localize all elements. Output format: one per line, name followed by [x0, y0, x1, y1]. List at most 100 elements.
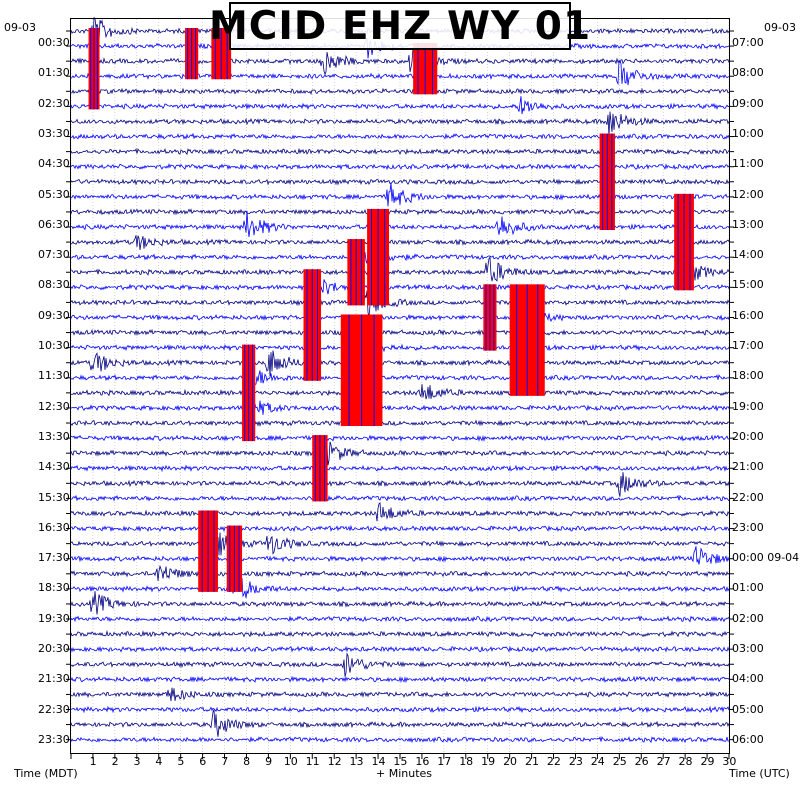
x-tick-label: 12 — [327, 755, 342, 768]
left-time-label: 01:30 — [38, 66, 70, 80]
x-tick-label: 29 — [700, 755, 715, 768]
x-tick-label: 25 — [612, 755, 627, 768]
trace-row — [70, 615, 730, 623]
trace-row — [70, 162, 730, 171]
trace-row — [70, 687, 730, 702]
right-time-label: 19:00 — [732, 399, 764, 413]
trace-row — [70, 736, 730, 744]
left-time-label: 09:30 — [38, 308, 70, 322]
right-time-label: 08:00 — [732, 66, 764, 80]
left-time-label: 07:30 — [38, 248, 70, 262]
x-tick-label: 5 — [177, 755, 185, 768]
trace-row — [70, 399, 730, 417]
left-axis-label: Time (MDT) — [14, 767, 78, 780]
trace-row — [70, 256, 730, 283]
left-time-label: 14:30 — [38, 460, 70, 474]
trace-row — [70, 332, 730, 359]
x-axis-label: + Minutes — [376, 767, 433, 780]
left-time-label: 04:30 — [38, 157, 70, 171]
right-time-label: 16:00 — [732, 308, 764, 322]
trace-row — [70, 494, 730, 502]
left-time-label: 13:30 — [38, 429, 70, 443]
trace-row — [70, 441, 730, 468]
x-tick-label: 13 — [349, 755, 364, 768]
left-time-label: 15:30 — [38, 490, 70, 504]
x-tick-label: 28 — [678, 755, 693, 768]
right-time-label: 00:00 09-04 — [732, 551, 800, 565]
seismic-traces — [70, 17, 730, 744]
trace-row — [70, 464, 730, 473]
x-tick-label: 17 — [437, 755, 452, 768]
right-time-label: 10:00 — [732, 126, 764, 140]
trace-row — [70, 210, 730, 238]
trace-row — [70, 524, 730, 533]
x-tick-label: 24 — [590, 755, 605, 768]
x-tick-label: 18 — [459, 755, 474, 768]
right-time-label: 01:00 — [732, 581, 764, 595]
x-tick-label: 15 — [393, 755, 408, 768]
x-tick-label: 3 — [133, 755, 141, 768]
x-tick-label: 4 — [155, 755, 163, 768]
right-time-label: 15:00 — [732, 278, 764, 292]
x-tick-label: 26 — [634, 755, 649, 768]
left-time-label: 16:30 — [38, 520, 70, 534]
trace-row — [70, 675, 730, 684]
trace-row — [70, 132, 730, 141]
x-tick-label: 30 — [722, 755, 737, 768]
trace-row — [70, 419, 730, 427]
chart-title: MCID EHZ WY 01 — [208, 3, 592, 49]
grid — [70, 19, 730, 753]
left-time-label: 19:30 — [38, 611, 70, 625]
right-time-label: 05:00 — [732, 702, 764, 716]
left-time-label: 18:30 — [38, 581, 70, 595]
right-time-label: 09:00 — [732, 96, 764, 110]
right-date-label: 09-03 — [764, 21, 796, 34]
left-time-label: 05:30 — [38, 187, 70, 201]
trace-row — [70, 178, 730, 186]
right-time-label: 11:00 — [732, 157, 764, 171]
right-time-label: 18:00 — [732, 369, 764, 383]
trace-row — [70, 575, 730, 599]
trace-row — [70, 630, 730, 638]
trace-row — [70, 652, 730, 677]
left-time-label: 22:30 — [38, 702, 70, 716]
trace-row — [70, 278, 730, 301]
right-time-label: 12:00 — [732, 187, 764, 201]
trace-row — [70, 591, 730, 615]
left-time-label: 23:30 — [38, 732, 70, 746]
x-tick-label: 16 — [415, 755, 430, 768]
left-time-label: 11:30 — [38, 369, 70, 383]
right-time-label: 17:00 — [732, 339, 764, 352]
left-time-label: 10:30 — [38, 339, 70, 352]
x-tick-label: 11 — [305, 755, 320, 768]
right-time-label: 14:00 — [732, 248, 764, 262]
trace-row — [71, 87, 730, 96]
trace-row — [70, 546, 730, 565]
x-tick-label: 27 — [656, 755, 671, 768]
clipped-signal-regions — [88, 28, 694, 592]
trace-row — [70, 246, 730, 266]
trace-row — [70, 147, 730, 156]
left-date-label: 09-03 — [4, 21, 36, 34]
trace-row — [70, 59, 730, 86]
x-tick-label: 14 — [371, 755, 386, 768]
right-time-label: 07:00 — [732, 36, 764, 49]
right-time-label: 23:00 — [732, 520, 764, 534]
trace-row — [70, 208, 730, 216]
trace-row — [70, 434, 729, 442]
trace-row — [70, 182, 730, 207]
chart-title-box: MCID EHZ WY 01 — [209, 2, 590, 50]
x-tick-label: 20 — [503, 755, 518, 768]
trace-row — [70, 502, 730, 522]
x-tick-label: 10 — [283, 755, 298, 768]
left-time-label: 06:30 — [38, 217, 70, 231]
trace-row — [70, 366, 730, 389]
trace-row — [70, 289, 730, 317]
trace-row — [70, 350, 730, 377]
trace-row — [70, 645, 730, 653]
trace-row — [70, 305, 730, 335]
left-time-label: 02:30 — [38, 96, 70, 110]
left-time-label: 17:30 — [38, 551, 70, 565]
axis-ticks — [66, 30, 734, 759]
